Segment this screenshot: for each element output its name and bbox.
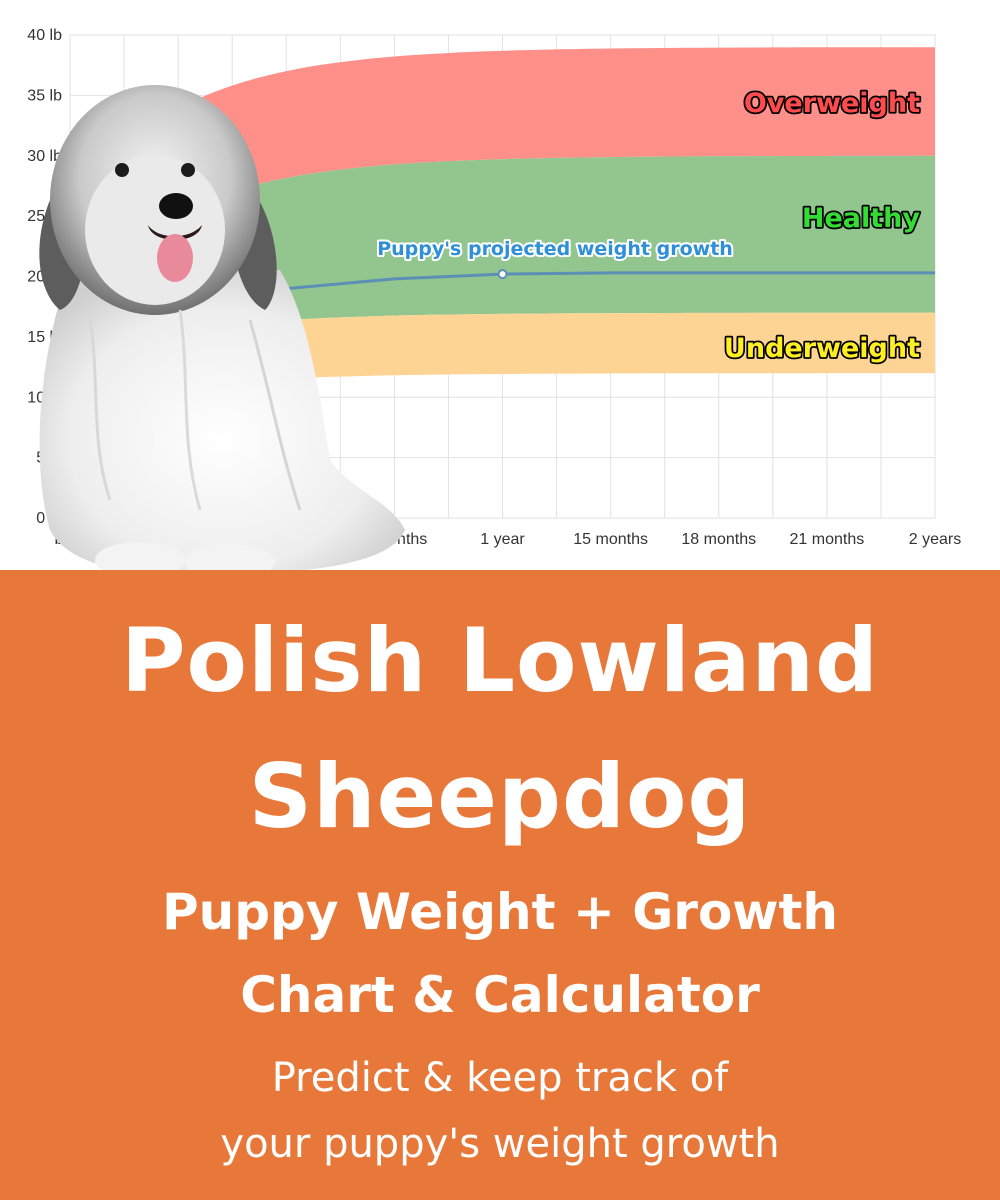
series-label: Puppy's projected weight growth xyxy=(377,238,733,260)
breed-title-line2: Sheepdog xyxy=(248,745,752,848)
x-tick-label: 15 months xyxy=(573,531,648,548)
x-tick-label: 21 months xyxy=(790,531,865,548)
zone-label-underweight: Underweight xyxy=(724,333,920,364)
zone-label-healthy: Healthy xyxy=(802,203,921,234)
subtitle-line1: Puppy Weight + Growth xyxy=(162,883,838,941)
x-tick-label: 1 year xyxy=(480,531,525,548)
y-tick-label: 35 lb xyxy=(27,87,62,104)
description-line2: your puppy's weight growth xyxy=(220,1121,780,1167)
subtitle-line2: Chart & Calculator xyxy=(240,966,760,1024)
zone-label-overweight: Overweight xyxy=(744,88,920,119)
projected-weight-marker xyxy=(497,269,508,280)
x-tick-label: 18 months xyxy=(681,531,756,548)
title-banner: Polish Lowland Sheepdog Puppy Weight + G… xyxy=(0,570,1000,1200)
y-tick-label: 30 lb xyxy=(27,148,62,165)
description-line1: Predict & keep track of xyxy=(271,1055,729,1101)
dog-photo xyxy=(39,85,405,580)
zone-labels: Overweight Healthy Underweight Puppy's proj… xyxy=(375,86,922,366)
zone-band-overweight xyxy=(70,47,935,301)
x-tick-label: 2 years xyxy=(909,531,961,548)
breed-title-line1: Polish Lowland xyxy=(121,609,879,712)
y-tick-label: 40 lb xyxy=(27,27,62,44)
